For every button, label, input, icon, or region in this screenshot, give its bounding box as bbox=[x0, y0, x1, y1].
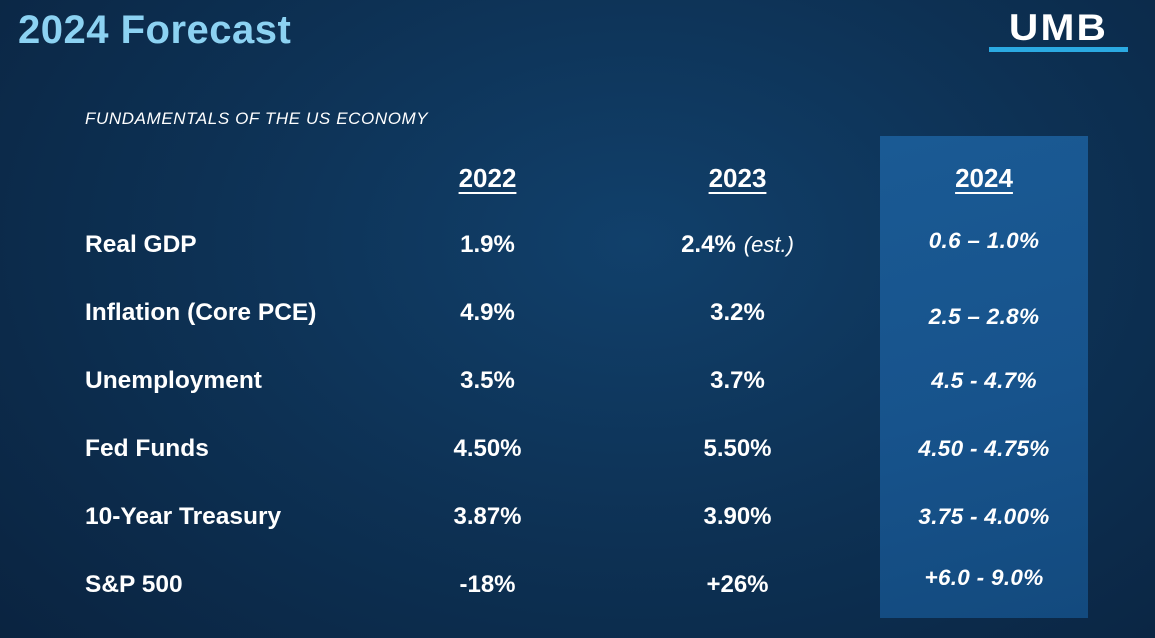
header-spacer bbox=[85, 145, 405, 211]
cell-real-gdp-2022: 1.9% bbox=[460, 231, 515, 258]
gap bbox=[570, 551, 655, 619]
gap bbox=[570, 279, 655, 347]
cell-real-gdp-2023: 2.4% (est.) bbox=[655, 211, 820, 279]
cell-treasury-2024: 3.75 - 4.00% bbox=[918, 504, 1050, 529]
cell-unemployment-2023: 3.7% bbox=[710, 367, 765, 394]
cell-sp500-2024: +6.0 - 9.0% bbox=[924, 565, 1044, 590]
row-label-sp500: S&P 500 bbox=[85, 571, 183, 598]
umb-logo-underline bbox=[989, 47, 1128, 53]
gap bbox=[820, 415, 900, 483]
cell-fed-funds-2024: 4.50 - 4.75% bbox=[918, 436, 1050, 461]
economy-fundamentals-table: 2022 2023 2024 Real GDP 1.9% 2.4% (est.) … bbox=[85, 145, 1068, 619]
cell-treasury-2022: 3.87% bbox=[453, 503, 522, 530]
gap bbox=[820, 551, 900, 619]
gap bbox=[820, 211, 900, 279]
column-header-2024: 2024 bbox=[955, 162, 1013, 193]
gap bbox=[570, 347, 655, 415]
cell-inflation-2022: 4.9% bbox=[460, 299, 515, 326]
slide-subtitle: FUNDAMENTALS OF THE US ECONOMY bbox=[85, 109, 429, 128]
cell-sp500-2023: +26% bbox=[706, 571, 769, 598]
cell-unemployment-2022: 3.5% bbox=[460, 367, 515, 394]
gap bbox=[820, 279, 900, 347]
cell-sp500-2022: -18% bbox=[459, 571, 516, 598]
row-label-fed-funds: Fed Funds bbox=[85, 435, 209, 462]
row-label-10-year-treasury: 10-Year Treasury bbox=[85, 503, 282, 530]
page-title: 2024 Forecast bbox=[18, 8, 292, 52]
umb-logo: UMB bbox=[989, 9, 1128, 53]
forecast-2024-highlight-panel bbox=[880, 136, 1088, 618]
estimate-note: (est.) bbox=[743, 232, 794, 257]
gap bbox=[570, 211, 655, 279]
cell-fed-funds-2023: 5.50% bbox=[703, 435, 772, 462]
cell-unemployment-2024: 4.5 - 4.7% bbox=[931, 368, 1037, 393]
cell-inflation-2024: 2.5 – 2.8% bbox=[928, 304, 1040, 329]
cell-treasury-2023: 3.90% bbox=[703, 503, 772, 530]
row-label-inflation: Inflation (Core PCE) bbox=[85, 299, 317, 326]
gap bbox=[820, 483, 900, 551]
gap bbox=[820, 347, 900, 415]
cell-real-gdp-2024: 0.6 – 1.0% bbox=[928, 228, 1040, 253]
gap bbox=[570, 483, 655, 551]
value: 2.4% bbox=[681, 231, 736, 258]
column-header-2023: 2023 bbox=[708, 162, 767, 193]
row-label-real-gdp: Real GDP bbox=[85, 231, 197, 258]
column-header-2022: 2022 bbox=[458, 162, 517, 193]
gap bbox=[570, 415, 655, 483]
umb-logo-text: UMB bbox=[1008, 7, 1109, 48]
cell-fed-funds-2022: 4.50% bbox=[453, 435, 522, 462]
gap bbox=[570, 145, 655, 211]
row-label-unemployment: Unemployment bbox=[85, 367, 262, 394]
gap bbox=[820, 145, 900, 211]
cell-inflation-2023: 3.2% bbox=[710, 299, 765, 326]
